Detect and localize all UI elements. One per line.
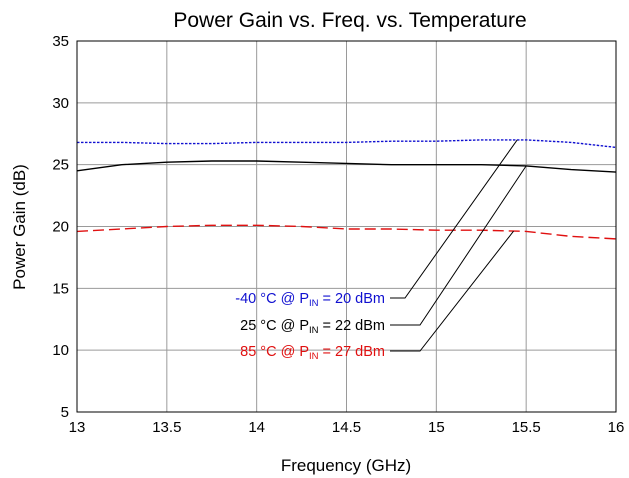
x-tick-label: 14 (248, 419, 265, 436)
y-tick-label: 20 (52, 219, 69, 236)
y-axis-title: Power Gain (dB) (10, 164, 29, 290)
x-axis-title: Frequency (GHz) (281, 456, 411, 475)
series-layer (76, 139, 617, 240)
x-tick-label: 15 (428, 419, 445, 436)
legend-leader-line-1 (390, 139, 518, 299)
legend-label-rest: = 20 dBm (319, 291, 386, 307)
x-tick-label: 16 (608, 419, 625, 436)
y-tick-label: 10 (52, 342, 69, 359)
legend-entry-3: 85 °C @ PIN = 27 dBm (240, 344, 385, 362)
legend-label-sub: IN (309, 325, 319, 336)
y-tick-label: 30 (52, 95, 69, 112)
legend-entry-1: -40 °C @ PIN = 20 dBm (235, 291, 385, 309)
legend-label-rest: = 27 dBm (319, 344, 386, 360)
y-tick-label: 35 (52, 33, 69, 50)
tick-labels: 13 13.5 14 14.5 15 15.5 16 5 10 15 20 25 30 35 (52, 33, 624, 436)
series-line-3 (76, 224, 617, 240)
legend-leader-line-2 (390, 165, 527, 326)
y-tick-label: 5 (61, 404, 69, 421)
chart-title: Power Gain vs. Freq. vs. Temperature (173, 9, 526, 32)
legend-label-main: 25 °C @ P (240, 318, 309, 334)
series-line-2 (76, 160, 617, 173)
legend-label-rest: = 22 dBm (319, 318, 386, 334)
y-tick-label: 25 (52, 157, 69, 174)
legend-label-main: -40 °C @ P (235, 291, 309, 307)
y-tick-label: 15 (52, 280, 69, 297)
legend-label-sub: IN (309, 298, 319, 309)
legend-label-main: 85 °C @ P (240, 344, 309, 360)
legend-entry-2: 25 °C @ PIN = 22 dBm (240, 318, 385, 336)
plot-frame (76, 40, 617, 413)
x-tick-label: 15.5 (512, 419, 541, 436)
x-tick-label: 14.5 (332, 419, 361, 436)
legend-label-sub: IN (309, 351, 319, 362)
series-line-1 (77, 139, 617, 149)
x-tick-label: 13 (69, 419, 86, 436)
x-tick-label: 13.5 (152, 419, 181, 436)
legend-leader-line-3 (390, 230, 514, 352)
